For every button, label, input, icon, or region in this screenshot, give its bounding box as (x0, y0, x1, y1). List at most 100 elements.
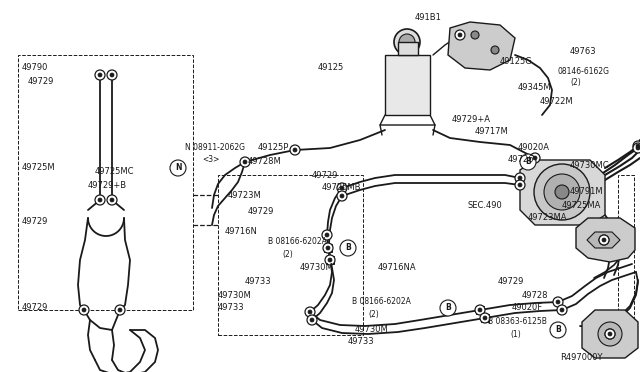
Circle shape (478, 308, 482, 312)
Circle shape (110, 73, 114, 77)
Circle shape (82, 308, 86, 312)
Text: 49728M: 49728M (248, 157, 282, 167)
Text: 49725M: 49725M (22, 164, 56, 173)
Text: 49729: 49729 (312, 170, 339, 180)
Text: B: B (445, 304, 451, 312)
Text: 49729+B: 49729+B (88, 180, 127, 189)
Circle shape (550, 322, 566, 338)
Circle shape (290, 145, 300, 155)
Text: 49345M: 49345M (518, 83, 552, 93)
Text: SEC.490: SEC.490 (468, 201, 503, 209)
Circle shape (79, 305, 89, 315)
Circle shape (95, 195, 105, 205)
Text: 49733: 49733 (348, 337, 374, 346)
Text: 49716NA: 49716NA (378, 263, 417, 273)
Circle shape (556, 300, 560, 304)
Circle shape (98, 198, 102, 202)
Text: (2): (2) (282, 250, 292, 260)
Circle shape (633, 141, 640, 151)
Bar (18, 55, 193, 310)
Circle shape (340, 186, 344, 190)
Circle shape (98, 73, 102, 77)
Circle shape (636, 144, 640, 148)
Text: B: B (525, 157, 531, 167)
Text: R497000Y: R497000Y (560, 353, 602, 362)
Text: 49723MA: 49723MA (528, 214, 568, 222)
Text: 49733: 49733 (245, 278, 271, 286)
Text: 49717M: 49717M (475, 128, 509, 137)
Text: 49125G: 49125G (500, 58, 532, 67)
Circle shape (115, 305, 125, 315)
Text: B 08363-6125B: B 08363-6125B (488, 317, 547, 327)
Circle shape (555, 185, 569, 199)
Polygon shape (398, 42, 418, 55)
Circle shape (471, 31, 479, 39)
Circle shape (599, 235, 609, 245)
Bar (324, 244, 332, 252)
Text: 49730MC: 49730MC (570, 160, 610, 170)
Polygon shape (587, 232, 620, 248)
Circle shape (394, 29, 420, 55)
Polygon shape (385, 55, 430, 115)
Text: 49722M: 49722M (540, 97, 573, 106)
Text: 49725MB: 49725MB (322, 183, 362, 192)
Circle shape (598, 322, 622, 346)
Text: 49730M: 49730M (355, 326, 388, 334)
Circle shape (633, 143, 640, 153)
Circle shape (328, 258, 332, 262)
Circle shape (534, 164, 590, 220)
Circle shape (602, 238, 606, 242)
Circle shape (340, 194, 344, 198)
Circle shape (337, 183, 347, 193)
Circle shape (544, 174, 580, 210)
Bar (481, 314, 489, 322)
Circle shape (310, 318, 314, 322)
Bar (618, 175, 634, 345)
Circle shape (458, 33, 462, 37)
Circle shape (599, 235, 609, 245)
Text: 49790: 49790 (22, 64, 49, 73)
Circle shape (608, 332, 612, 336)
Polygon shape (582, 310, 638, 358)
Circle shape (475, 305, 485, 315)
Text: 49728: 49728 (522, 291, 548, 299)
Circle shape (107, 70, 117, 80)
Circle shape (515, 173, 525, 183)
Circle shape (491, 46, 499, 54)
Polygon shape (520, 160, 605, 225)
Circle shape (440, 300, 456, 316)
Circle shape (307, 315, 317, 325)
Text: 49725MC: 49725MC (95, 167, 134, 176)
Polygon shape (448, 22, 515, 70)
Text: 49716N: 49716N (225, 228, 258, 237)
Circle shape (308, 310, 312, 314)
Bar (476, 306, 484, 314)
Circle shape (399, 34, 415, 50)
Text: 49730M: 49730M (218, 291, 252, 299)
Text: N 08911-2062G: N 08911-2062G (185, 144, 245, 153)
Text: B 08166-6202A: B 08166-6202A (352, 298, 411, 307)
Bar (218, 175, 363, 335)
Bar (326, 256, 334, 264)
Text: B: B (555, 326, 561, 334)
Text: 49729: 49729 (28, 77, 54, 87)
Circle shape (95, 70, 105, 80)
Text: 49125P: 49125P (258, 144, 289, 153)
Circle shape (605, 329, 615, 339)
Text: 49729: 49729 (498, 278, 524, 286)
Circle shape (520, 154, 536, 170)
Text: 49791M: 49791M (570, 187, 604, 196)
Circle shape (518, 183, 522, 187)
Circle shape (170, 160, 186, 176)
Text: 49729+A: 49729+A (452, 115, 491, 125)
Text: <3>: <3> (202, 155, 220, 164)
Circle shape (118, 308, 122, 312)
Circle shape (515, 180, 525, 190)
Circle shape (480, 313, 490, 323)
Circle shape (518, 176, 522, 180)
Circle shape (560, 308, 564, 312)
Circle shape (557, 305, 567, 315)
Text: N: N (175, 164, 181, 173)
Text: 49020A: 49020A (518, 144, 550, 153)
Circle shape (305, 307, 315, 317)
